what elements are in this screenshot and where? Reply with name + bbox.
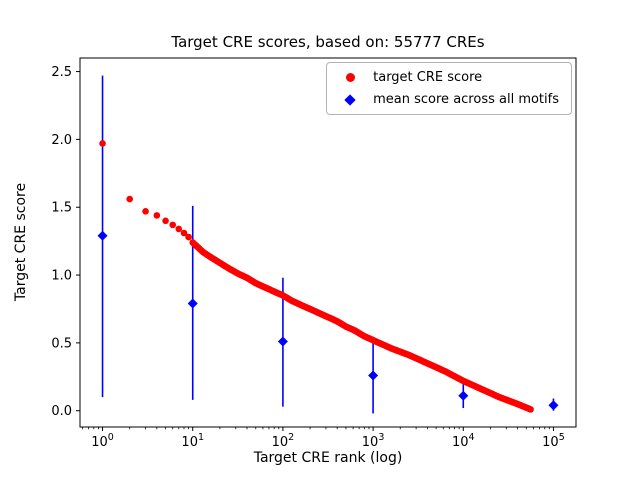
target-cre-score-point [142, 207, 149, 215]
legend-entry-target-cre-score: target CRE score [337, 70, 559, 85]
target-cre-score-point [99, 140, 106, 147]
y-tick-label: 1.5 [51, 201, 72, 216]
target-cre-score-point [185, 233, 192, 241]
y-tick-label: 2.5 [51, 65, 72, 80]
legend-blue-diamond-icon [337, 93, 363, 107]
legend-entry-mean-score: mean score across all motifs [337, 92, 559, 107]
target-cre-score-point [169, 221, 177, 229]
mean-score-diamond [368, 370, 379, 381]
mean-score-diamond [97, 230, 108, 241]
legend-label-mean-score: mean score across all motifs [373, 92, 559, 107]
y-tick-label: 0.0 [51, 404, 72, 419]
chart-title: Target CRE scores, based on: 55777 CREs [170, 33, 484, 51]
mean-score-diamond [548, 400, 559, 411]
plot-frame [79, 57, 577, 428]
errorbar-series-lines [101, 75, 555, 414]
errorbar-series-mean-markers [97, 230, 559, 411]
target-cre-score-point [175, 225, 183, 233]
x-tick-label: 101 [181, 432, 204, 450]
y-tick-label: 2.0 [51, 133, 72, 148]
target-cre-score-point [162, 217, 169, 225]
axes-spines [79, 57, 577, 428]
legend-red-dot-icon [337, 71, 363, 85]
x-tick-label: 104 [452, 432, 475, 450]
mean-score-diamond [277, 336, 288, 347]
x-tick-label: 105 [542, 432, 565, 450]
y-tick-label: 0.5 [51, 336, 72, 351]
target-cre-score-point [527, 406, 534, 413]
legend-label-target-cre-score: target CRE score [373, 70, 483, 85]
target-cre-score-point [180, 229, 188, 237]
x-tick-label: 103 [362, 432, 385, 450]
scatter-series-target-cre-score [99, 140, 534, 413]
mean-score-diamond [187, 298, 198, 309]
x-tick-label: 102 [272, 432, 295, 450]
mean-score-diamond [458, 390, 469, 401]
x-axis-label: Target CRE rank (log) [253, 450, 403, 466]
y-tick-label: 1.0 [51, 269, 72, 284]
target-cre-score-point [153, 212, 161, 219]
x-tick-label: 100 [91, 432, 114, 450]
y-axis-label: Target CRE score [13, 183, 29, 302]
legend: target CRE score mean score across all m… [326, 62, 572, 115]
target-cre-score-point [126, 195, 133, 203]
